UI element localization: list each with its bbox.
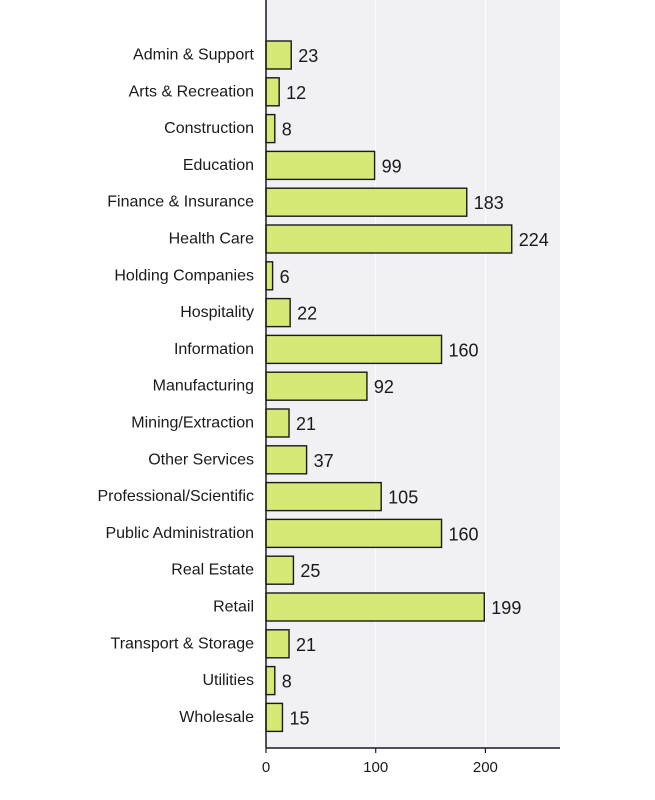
data-label: 199 <box>491 598 521 618</box>
category-label: Admin & Support <box>133 47 255 64</box>
bar <box>265 77 280 107</box>
bar <box>265 555 295 585</box>
bar <box>265 150 376 181</box>
bar <box>265 371 368 401</box>
bar <box>265 445 308 475</box>
data-label: 8 <box>282 672 292 692</box>
data-label: 21 <box>296 414 316 434</box>
category-label: Wholesale <box>179 709 254 726</box>
category-label: Retail <box>213 599 254 616</box>
category-label: Mining/Extraction <box>131 415 254 432</box>
category-label: Public Administration <box>105 525 254 542</box>
data-label: 160 <box>449 340 479 360</box>
category-labels: Admin & Support Arts & Recreation Construc… <box>97 47 254 726</box>
data-label: 183 <box>474 193 504 213</box>
data-label: 6 <box>280 267 290 287</box>
data-label: 8 <box>282 120 292 140</box>
data-label: 12 <box>286 83 306 103</box>
value-labels: 2312899183224622160922137105160251992181… <box>280 46 549 728</box>
bar <box>265 702 284 733</box>
bar <box>265 40 292 70</box>
data-label: 224 <box>519 230 549 250</box>
bar <box>265 224 513 254</box>
data-label: 25 <box>300 561 320 581</box>
bar <box>265 481 382 512</box>
category-label: Hospitality <box>180 304 254 321</box>
bar <box>265 665 276 696</box>
category-label: Professional/Scientific <box>97 488 254 505</box>
bar <box>265 408 290 438</box>
data-label: 21 <box>296 635 316 655</box>
gridlines <box>375 0 486 748</box>
category-label: Other Services <box>148 451 254 468</box>
data-label: 105 <box>388 488 418 508</box>
category-label: Information <box>174 341 254 358</box>
category-label: Manufacturing <box>153 378 254 395</box>
category-label: Health Care <box>169 231 254 248</box>
bar <box>265 592 486 622</box>
category-label: Education <box>183 157 254 174</box>
category-label: Holding Companies <box>114 267 254 284</box>
category-label: Real Estate <box>171 562 254 579</box>
x-tick-label: 0 <box>262 759 270 776</box>
bar <box>265 113 276 144</box>
bar <box>265 261 274 291</box>
bar <box>265 187 468 217</box>
data-label: 160 <box>449 524 479 544</box>
category-label: Construction <box>164 120 254 137</box>
axes: 0 100 200 <box>262 0 560 776</box>
data-label: 92 <box>374 377 394 397</box>
bar <box>265 518 443 549</box>
data-label: 23 <box>298 46 318 66</box>
data-label: 22 <box>297 304 317 324</box>
category-label: Utilities <box>202 672 254 689</box>
bars <box>265 40 513 733</box>
x-tick-label: 200 <box>473 759 498 776</box>
bar <box>265 334 443 365</box>
category-label: Arts & Recreation <box>129 83 254 100</box>
data-label: 99 <box>382 156 402 176</box>
data-label: 37 <box>314 451 334 471</box>
x-tick-label: 100 <box>363 759 388 776</box>
bar <box>265 297 291 328</box>
category-label: Finance & Insurance <box>107 194 254 211</box>
bar <box>265 629 290 659</box>
category-label: Transport & Storage <box>111 635 255 652</box>
data-label: 15 <box>289 708 309 728</box>
